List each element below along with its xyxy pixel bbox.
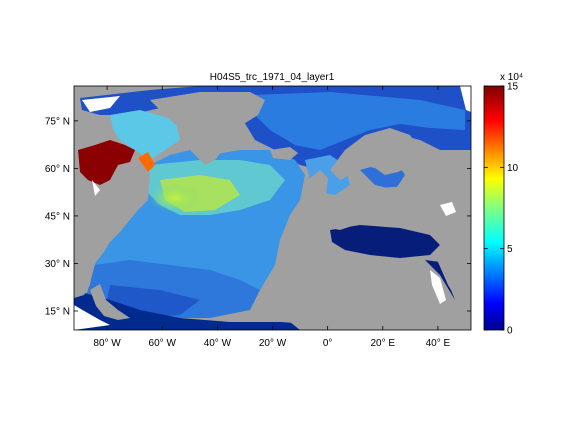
lon-tick-label: 40° E: [426, 338, 451, 349]
lon-tick-label: 60° W: [149, 338, 177, 349]
iceland: [270, 147, 298, 160]
colorbar: x 10⁴ 0 5 10 15: [483, 72, 523, 337]
colorbar-ticks: 0 5 10 15: [484, 82, 519, 337]
longitude-axis: 80° W 60° W 40° W 20° W 0° 20° E 40° E: [93, 86, 451, 349]
latitude-axis: 75° N 60° N 45° N 30° N 15° N: [45, 116, 471, 317]
british-isles: [308, 170, 328, 198]
lat-tick-label: 30° N: [45, 259, 70, 270]
colorbar-tick-label: 5: [507, 244, 513, 255]
scandinavia: [330, 128, 420, 180]
lat-tick-label: 15° N: [45, 306, 70, 317]
missing-data-regions: [74, 86, 471, 330]
lat-tick-label: 60° N: [45, 164, 70, 175]
florida-cuba: [90, 284, 130, 320]
europe: [320, 180, 471, 238]
map-axes: [74, 86, 471, 330]
land-masses: [74, 92, 471, 330]
lat-tick-label: 45° N: [45, 211, 70, 222]
middle-east: [438, 238, 471, 320]
colorbar-exponent: x 10⁴: [500, 72, 523, 83]
lon-tick-label: 40° W: [204, 338, 232, 349]
iberia: [295, 220, 330, 250]
map-title: H04S5_trc_1971_04_layer1: [210, 72, 335, 83]
lon-tick-label: 20° E: [370, 338, 395, 349]
ocean-concentration-field: [74, 86, 471, 330]
colorbar-gradient: [483, 85, 505, 331]
africa: [270, 250, 471, 330]
colorbar-tick-label: 10: [507, 163, 519, 174]
hudson-bay-hotspot: [78, 140, 155, 185]
colorbar-tick-label: 15: [507, 82, 519, 93]
lon-tick-label: 20° W: [259, 338, 287, 349]
lon-tick-label: 0°: [323, 338, 333, 349]
lat-tick-label: 75° N: [45, 116, 70, 127]
greenland: [150, 92, 265, 165]
lon-tick-label: 80° W: [93, 338, 121, 349]
colorbar-tick-label: 0: [507, 326, 513, 337]
